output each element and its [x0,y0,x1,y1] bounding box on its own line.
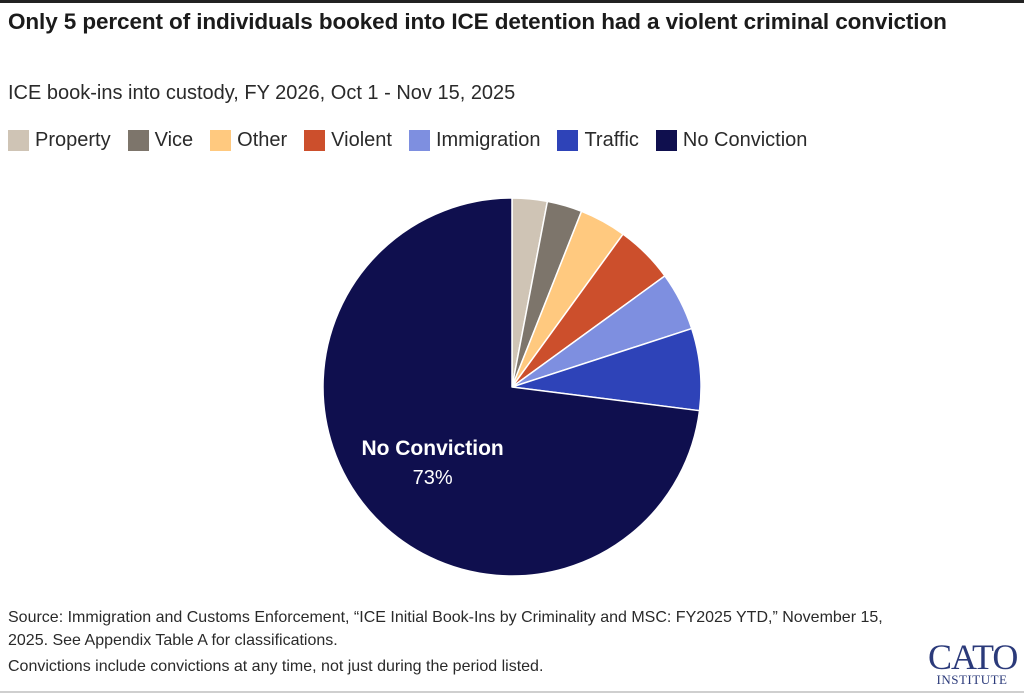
chart-footer: Source: Immigration and Customs Enforcem… [8,606,908,678]
legend-label-immigration: Immigration [435,129,541,151]
bottom-rule [0,691,1024,693]
legend-swatch-no-conviction [655,129,677,151]
legend-item-traffic: Traffic [557,126,639,154]
legend-item-vice: Vice [127,126,194,154]
legend-item-violent: Violent [304,126,392,154]
legend-item-property: Property [8,126,111,154]
legend-item-no-conviction: No Conviction [655,126,808,154]
legend-swatch-vice [127,129,149,151]
chart-subtitle: ICE book-ins into custody, FY 2026, Oct … [8,82,516,104]
legend-label-no-conviction: No Conviction [682,129,808,151]
legend-item-immigration: Immigration [408,126,541,154]
pie-chart: No Conviction 73% [322,197,702,577]
legend-swatch-traffic [557,129,579,151]
legend-label-vice: Vice [154,129,194,151]
legend-label-violent: Violent [331,129,392,151]
legend-swatch-violent [304,129,326,151]
pie-slice-no-conviction [322,197,701,577]
legend-swatch-immigration [408,129,430,151]
slice-value-no-conviction: 73% [413,467,453,489]
legend-item-other: Other [210,126,287,154]
source-note: Source: Immigration and Customs Enforcem… [8,609,883,649]
slice-label-no-conviction: No Conviction [361,437,503,460]
legend-label-property: Property [35,129,111,151]
top-rule [0,0,1024,3]
legend-swatch-other [210,129,232,151]
legend-swatch-property [8,129,29,151]
logo-subtext: INSTITUTE [936,672,1008,687]
chart-title: Only 5 percent of individuals booked int… [8,9,947,34]
conviction-note: Convictions include convictions at any t… [8,658,544,675]
legend-label-other: Other [237,129,288,151]
chart-legend: Property Vice Other Violent Immigration Traff… [8,126,824,154]
logo-wordmark: CATO [928,637,1018,677]
legend-label-traffic: Traffic [584,129,639,151]
cato-logo: CATO INSTITUTE [928,637,1018,687]
